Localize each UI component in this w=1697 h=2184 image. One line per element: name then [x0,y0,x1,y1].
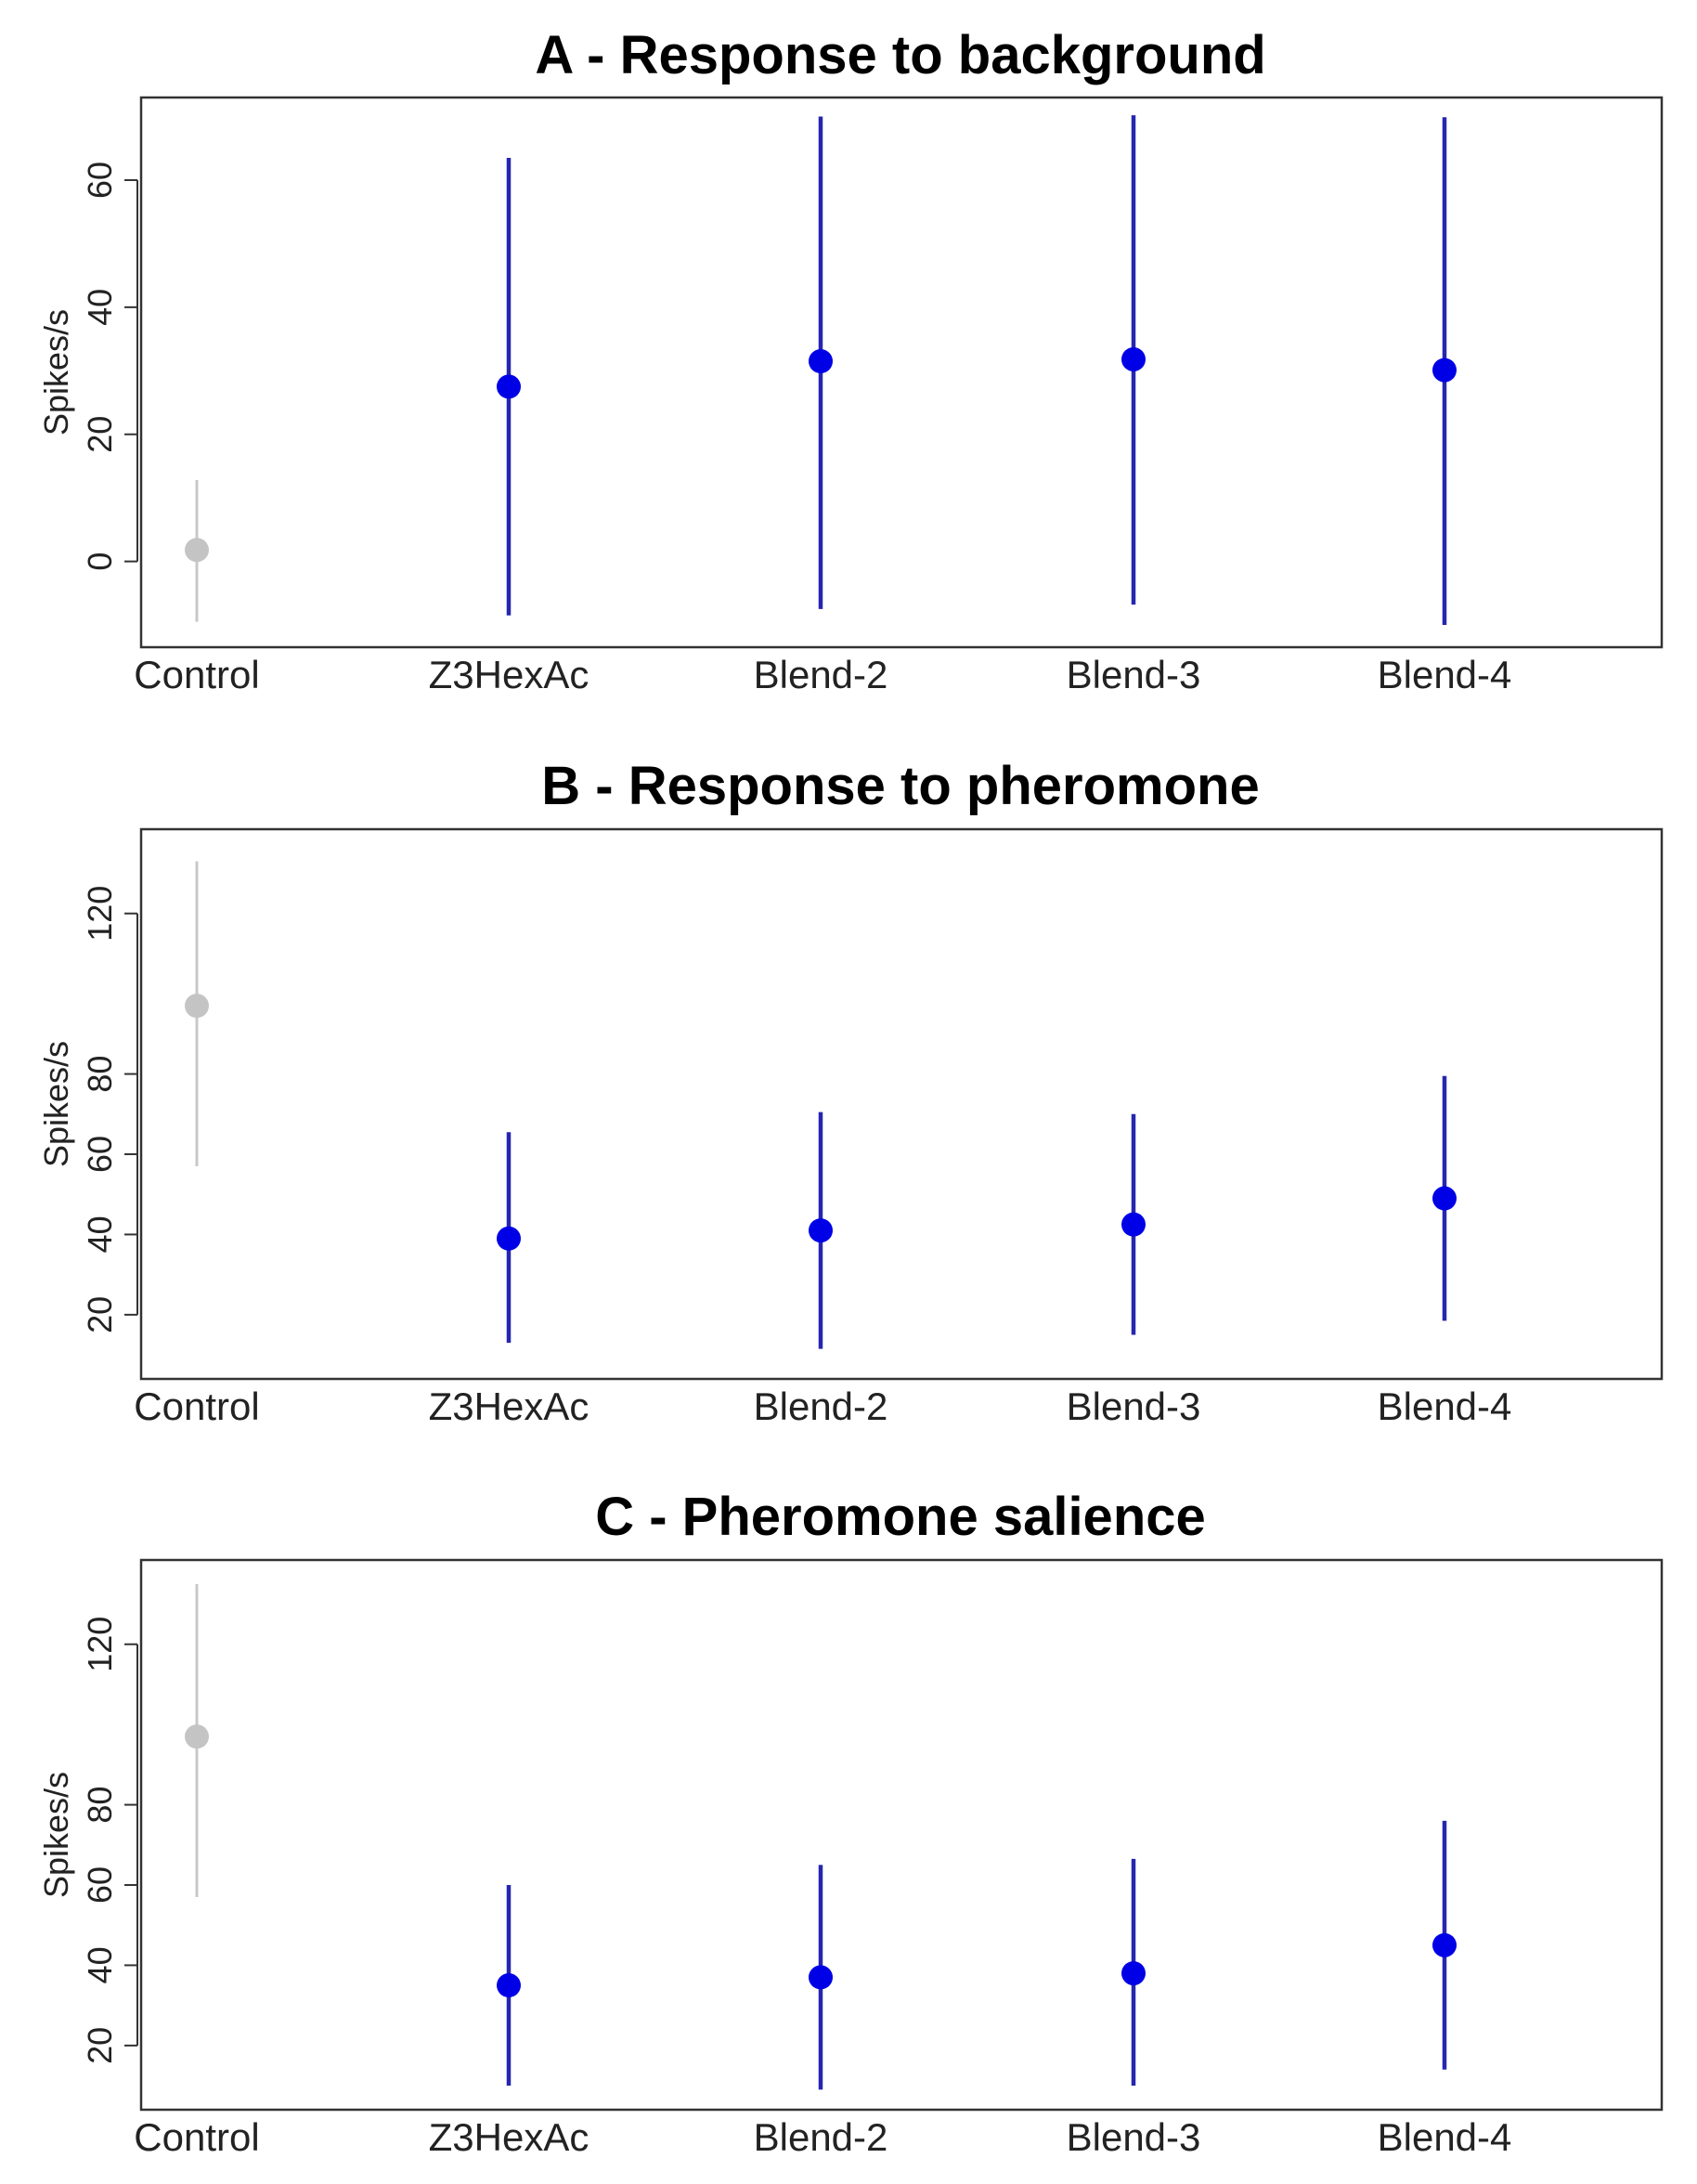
panel-b-x-label-blend-4: Blend-4 [1378,1384,1512,1428]
panel-c-point-blend-4 [1432,1932,1457,1957]
panel-b-y-tick-label: 80 [81,1056,119,1093]
panel-a-title: A - Response to background [535,25,1265,85]
panel-b-points [185,994,1457,1251]
panel-b-x-label-blend-3: Blend-3 [1067,1384,1201,1428]
panel-b-point-blend-3 [1121,1212,1146,1237]
panel-c-x-label-blend-3: Blend-3 [1067,2115,1201,2159]
panel-b-x-labels: Control Z3HexAc Blend-2 Blend-3 Blend-4 [134,1384,1511,1428]
panel-a-points [185,346,1457,563]
panel-b-y-axis: 20 40 60 80 120 [81,886,138,1333]
panel-c-y-tick-label: 60 [81,1866,119,1904]
panel-c-y-tick-label: 120 [81,1617,119,1672]
panel-b-error-bars [195,861,1447,1349]
panel-a-y-tick-label: 40 [81,289,119,326]
panel-b-point-blend-2 [809,1218,833,1243]
panel-a-x-label-control: Control [134,653,259,696]
panel-a-y-tick-label: 60 [81,162,119,199]
panel-c-x-labels: Control Z3HexAc Blend-2 Blend-3 Blend-4 [134,2115,1511,2159]
panel-b-point-control [185,994,209,1019]
panel-a-point-blend-3 [1121,346,1146,371]
panel-a-x-label-z3hexac: Z3HexAc [429,653,589,696]
panel-c-x-label-blend-2: Blend-2 [754,2115,888,2159]
panel-a-point-blend-2 [809,349,833,374]
panel-b-y-tick-label: 120 [81,886,119,942]
panel-c-y-label: Spikes/s [37,1772,75,1898]
panel-b-title: B - Response to pheromone [541,756,1259,816]
panel-a-y-tick-label: 20 [81,416,119,453]
panel-b-y-tick-label: 40 [81,1216,119,1253]
panel-a-x-label-blend-2: Blend-2 [754,653,888,696]
panel-a-frame [139,96,1664,649]
panel-b-frame [139,827,1664,1381]
panel-c-points [185,1724,1457,1998]
panel-b-y-label: Spikes/s [37,1041,75,1167]
panel-b-y-tick-label: 20 [81,1296,119,1333]
panel-c-frame [139,1558,1664,2112]
panel-b: B - Response to pheromone Spikes/s 20 40 6… [37,756,1664,1428]
panel-c-y-tick-label: 80 [81,1787,119,1824]
panel-a-point-control [185,538,209,563]
panel-c-y-tick-label: 20 [81,2027,119,2064]
panel-c-x-label-z3hexac: Z3HexAc [429,2115,589,2159]
panel-c: C - Pheromone salience Spikes/s 20 40 60 80… [37,1487,1664,2159]
panel-b-point-blend-4 [1432,1186,1457,1211]
panel-c-y-tick-label: 40 [81,1946,119,1983]
panel-c-y-axis: 20 40 60 80 120 [81,1617,138,2064]
panel-c-x-label-blend-4: Blend-4 [1378,2115,1512,2159]
panel-a-y-label: Spikes/s [37,309,75,436]
panel-c-point-control [185,1724,209,1749]
panel-b-x-label-blend-2: Blend-2 [754,1384,888,1428]
panel-c-title: C - Pheromone salience [595,1487,1206,1547]
panel-c-point-blend-3 [1121,1961,1146,1986]
panel-c-point-blend-2 [809,1965,833,1990]
panel-c-error-bars [195,1583,1447,2090]
panel-c-point-z3hexac [497,1973,521,1998]
panel-a-x-label-blend-4: Blend-4 [1378,653,1512,696]
panel-b-x-label-control: Control [134,1384,259,1428]
panel-b-point-z3hexac [497,1226,521,1251]
panel-b-x-label-z3hexac: Z3HexAc [429,1384,589,1428]
panel-a-y-axis: 0 20 40 60 [81,162,138,571]
panel-a: A - Response to background Spikes/s 0 20 4… [37,25,1664,696]
panel-a-x-label-blend-3: Blend-3 [1067,653,1201,696]
panel-a-point-blend-4 [1432,358,1457,383]
panel-b-y-tick-label: 60 [81,1136,119,1173]
panel-a-point-z3hexac [497,374,521,399]
panel-a-x-labels: Control Z3HexAc Blend-2 Blend-3 Blend-4 [134,653,1511,696]
panel-a-y-tick-label: 0 [81,552,119,571]
panel-c-x-label-control: Control [134,2115,259,2159]
